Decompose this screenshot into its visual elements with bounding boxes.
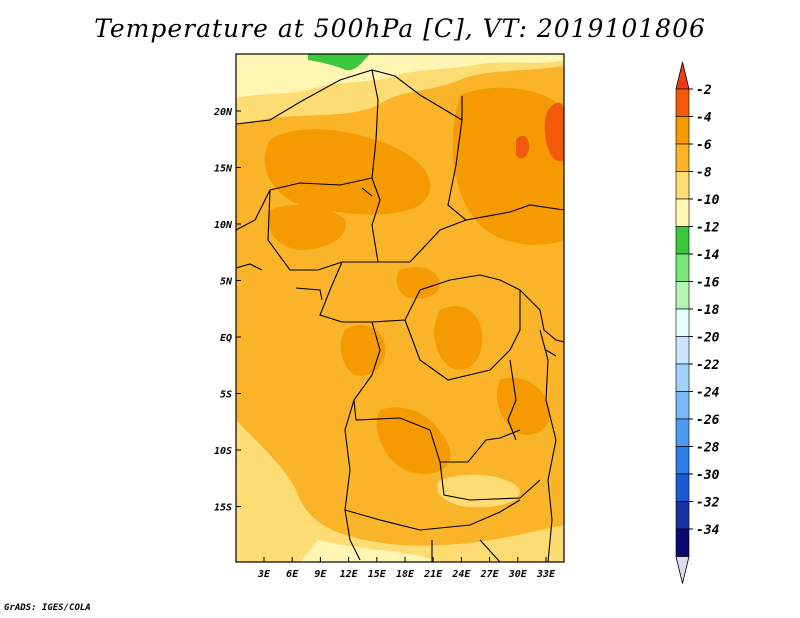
- colorbar-segment: [675, 171, 690, 200]
- colorbar-segment: [675, 253, 690, 282]
- x-axis: 3E 6E 9E 12E 15E 18E 21E 24E 27E 30E 33E: [257, 557, 556, 580]
- x-tick-label: 18E: [396, 569, 415, 580]
- y-tick-label: 20N: [213, 107, 233, 118]
- colorbar-label: -24: [696, 386, 720, 401]
- colorbar-segment: [675, 281, 690, 310]
- colorbar-segment: [675, 528, 690, 557]
- field-warm-patch: [396, 266, 440, 299]
- field-green-patch: [308, 54, 370, 71]
- colorbar-segment: [675, 308, 690, 337]
- x-tick-label: 9E: [314, 569, 327, 580]
- field-hot-patch: [544, 102, 564, 162]
- y-axis: 20N 15N 10N 5N EQ 5S 10S 15S: [213, 107, 241, 514]
- colorbar-label: -8: [696, 166, 712, 181]
- colorbar-label: -16: [696, 276, 720, 291]
- field-warm-patch: [376, 407, 451, 474]
- colorbar-segment: [675, 116, 690, 145]
- colorbar-segment: [675, 88, 690, 117]
- colorbar-label: -20: [696, 331, 720, 346]
- colorbar-segment: [675, 418, 690, 447]
- field-warm-patch: [268, 204, 346, 250]
- colorbar-top-triangle: [675, 61, 690, 90]
- colorbar-segment: [675, 363, 690, 392]
- colorbar-label: -6: [696, 138, 712, 153]
- field-warm-patch: [434, 306, 483, 370]
- y-tick-label: 15S: [214, 503, 232, 514]
- colorbar-label: -22: [696, 358, 720, 373]
- field-cool-patch: [236, 420, 564, 562]
- field-cold-patch: [300, 540, 440, 562]
- colorbar-label: -4: [696, 111, 712, 126]
- y-tick-label: 5N: [220, 277, 233, 288]
- colorbar-segment: [675, 198, 690, 227]
- field-hot-patch: [516, 135, 530, 159]
- x-tick-label: 24E: [451, 569, 471, 580]
- colorbar-label: -26: [696, 413, 720, 428]
- chart-title: Temperature at 500hPa [C], VT: 201910180…: [94, 14, 706, 43]
- x-tick-label: 30E: [508, 569, 528, 580]
- x-tick-label: 33E: [536, 569, 556, 580]
- colorbar-legend: -2 -4 -6 -8 -10 -12 -14 -16 -18 -20 -22 -24 -26 -28 -3…: [675, 61, 720, 584]
- y-tick-label: 15N: [214, 164, 233, 175]
- grads-credit: GrADS: IGES/COLA: [4, 603, 91, 613]
- x-tick-label: 3E: [257, 569, 271, 580]
- colorbar-label: -2: [696, 83, 712, 98]
- colorbar-segment: [675, 446, 690, 475]
- x-tick-label: 6E: [286, 569, 299, 580]
- x-tick-label: 15E: [368, 569, 387, 580]
- field-cold-patch: [236, 54, 564, 98]
- x-tick-label: 21E: [423, 569, 443, 580]
- x-tick-label: 27E: [480, 569, 500, 580]
- colorbar-segment: [675, 473, 690, 502]
- x-tick-label: 12E: [340, 569, 359, 580]
- colorbar-bottom-triangle: [675, 556, 690, 584]
- colorbar-segment: [675, 501, 690, 530]
- colorbar-segment: [675, 336, 690, 365]
- y-tick-label: 10S: [214, 446, 232, 457]
- colorbar-label: -34: [696, 523, 720, 538]
- colorbar-label: -14: [696, 248, 720, 263]
- y-tick-label: 5S: [220, 390, 232, 401]
- colorbar-segment: [675, 226, 690, 255]
- colorbar-segment: [675, 391, 690, 420]
- map-frame: [235, 53, 565, 563]
- field-warm-patch: [496, 377, 551, 435]
- colorbar-segment: [675, 143, 690, 172]
- colorbar-label: -12: [696, 221, 720, 236]
- colorbar-label: -10: [696, 193, 720, 208]
- field-warm-patch: [340, 325, 386, 376]
- colorbar-label: -28: [696, 441, 720, 456]
- colorbar-label: -18: [696, 303, 720, 318]
- colorbar-label: -32: [696, 496, 720, 511]
- country-borders: [236, 69, 564, 562]
- colorbar-label: -30: [696, 468, 720, 483]
- field-warm-patch: [264, 129, 431, 215]
- y-tick-label: EQ: [220, 333, 232, 344]
- y-tick-label: 10N: [214, 220, 233, 231]
- temperature-field: [236, 54, 564, 562]
